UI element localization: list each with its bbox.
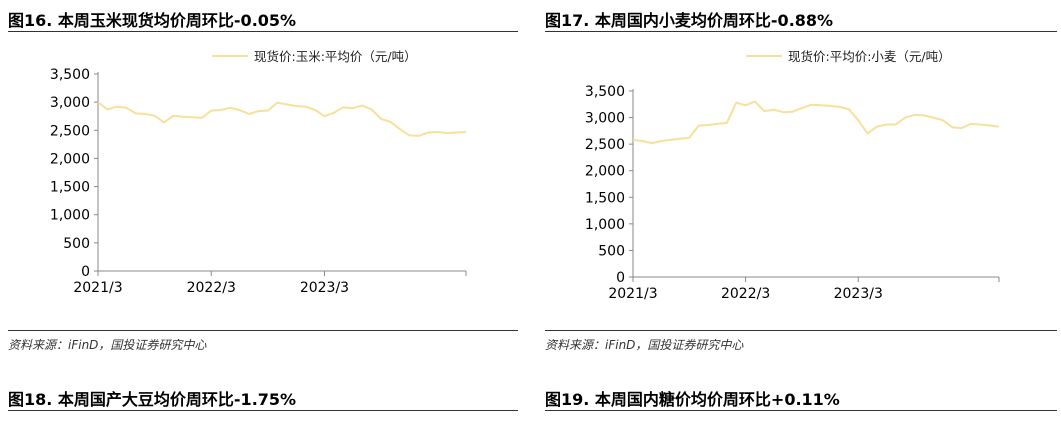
chart-title: 图16. 本周玉米现货均价周环比-0.05% bbox=[8, 11, 297, 30]
y-tick-label: 2,500 bbox=[50, 123, 90, 139]
y-tick-label: 1,000 bbox=[50, 208, 90, 224]
legend-label: 现货价:玉米:平均价（元/吨） bbox=[254, 49, 417, 64]
y-tick-label: 1,500 bbox=[585, 190, 625, 206]
y-tick-label: 1,500 bbox=[50, 180, 90, 196]
y-tick-label: 2,000 bbox=[585, 164, 625, 180]
source-rule bbox=[545, 330, 1057, 331]
chart-panel-wheat: 图17. 本周国内小麦均价周环比-0.88% 0 500 1,000 1,500 2,0… bbox=[545, 7, 1057, 357]
y-tick-label: 3,500 bbox=[585, 84, 625, 100]
wheat-price-chart: 0 500 1,000 1,500 2,000 2,500 3,000 3,500 2021/3… bbox=[585, 49, 1000, 302]
y-tick-label: 3,000 bbox=[50, 95, 90, 111]
y-tick-label: 500 bbox=[598, 243, 625, 259]
series-line bbox=[97, 101, 467, 137]
y-tick-label: 0 bbox=[616, 270, 625, 286]
y-tick-label: 3,000 bbox=[585, 111, 625, 127]
chart-title: 图19. 本周国内糖价均价周环比+0.11% bbox=[545, 390, 840, 409]
chart-title: 图17. 本周国内小麦均价周环比-0.88% bbox=[545, 11, 834, 30]
title-rule bbox=[8, 31, 518, 32]
y-tick-label: 1,000 bbox=[585, 217, 625, 233]
chart-panel-corn: 图16. 本周玉米现货均价周环比-0.05% 0 500 1,000 1,500 2,0… bbox=[8, 7, 518, 357]
title-rule bbox=[8, 410, 518, 411]
y-tick-label: 3,500 bbox=[50, 67, 90, 83]
chart-title: 图18. 本周国产大豆均价周环比-1.75% bbox=[8, 390, 297, 409]
source-note: 资料来源：iFinD，国投证券研究中心 bbox=[545, 338, 744, 352]
x-tick-label: 2022/3 bbox=[721, 286, 770, 302]
x-tick-label: 2023/3 bbox=[300, 280, 349, 296]
y-tick-label: 2,000 bbox=[50, 151, 90, 167]
x-tick-label: 2023/3 bbox=[834, 286, 883, 302]
title-rule bbox=[545, 31, 1057, 32]
y-tick-label: 2,500 bbox=[585, 137, 625, 153]
legend-label: 现货价:平均价:小麦（元/吨） bbox=[788, 49, 951, 64]
source-note: 资料来源：iFinD，国投证券研究中心 bbox=[8, 338, 207, 352]
corn-price-chart: 0 500 1,000 1,500 2,000 2,500 3,000 3,500 2021/3… bbox=[50, 49, 467, 296]
y-tick-label: 500 bbox=[63, 236, 90, 252]
chart-panel-soybean: 图18. 本周国产大豆均价周环比-1.75% bbox=[8, 386, 518, 420]
y-tick-label: 0 bbox=[81, 264, 90, 280]
source-rule bbox=[8, 330, 518, 331]
title-rule bbox=[545, 410, 1057, 411]
series-line bbox=[632, 100, 1000, 145]
chart-panel-sugar: 图19. 本周国内糖价均价周环比+0.11% bbox=[545, 386, 1057, 420]
x-tick-label: 2021/3 bbox=[608, 286, 657, 302]
x-tick-label: 2021/3 bbox=[73, 280, 122, 296]
x-tick-label: 2022/3 bbox=[187, 280, 236, 296]
